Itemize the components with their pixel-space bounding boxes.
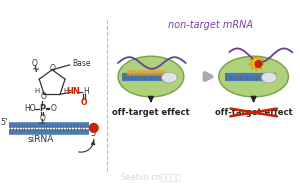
Text: O: O — [40, 92, 46, 101]
Text: ~: ~ — [32, 65, 41, 75]
Text: 5': 5' — [91, 129, 98, 138]
Text: H: H — [35, 88, 40, 94]
Text: HN: HN — [67, 87, 81, 96]
Ellipse shape — [118, 56, 184, 97]
Text: O: O — [81, 98, 88, 107]
Text: O: O — [40, 114, 45, 123]
Ellipse shape — [219, 56, 289, 97]
Circle shape — [89, 124, 98, 132]
Text: siRNA: siRNA — [27, 135, 54, 144]
Circle shape — [255, 61, 262, 67]
Text: O: O — [49, 64, 55, 73]
Text: H: H — [83, 87, 89, 96]
Text: ~: ~ — [38, 119, 46, 129]
Text: P: P — [39, 104, 46, 113]
Text: O: O — [32, 59, 37, 68]
FancyBboxPatch shape — [127, 70, 165, 76]
Text: HO: HO — [24, 104, 36, 113]
Text: off-target effect: off-target effect — [215, 108, 292, 117]
Polygon shape — [249, 56, 264, 71]
Text: O: O — [50, 104, 56, 113]
Text: off-target effect: off-target effect — [112, 108, 190, 117]
Ellipse shape — [261, 72, 277, 83]
Text: Base: Base — [72, 58, 91, 67]
Text: H: H — [63, 88, 68, 94]
Text: Seebio.cn西宝生物: Seebio.cn西宝生物 — [120, 173, 182, 182]
Text: non-target mRNA: non-target mRNA — [168, 20, 253, 30]
Text: 5': 5' — [0, 118, 8, 127]
Ellipse shape — [162, 72, 177, 83]
